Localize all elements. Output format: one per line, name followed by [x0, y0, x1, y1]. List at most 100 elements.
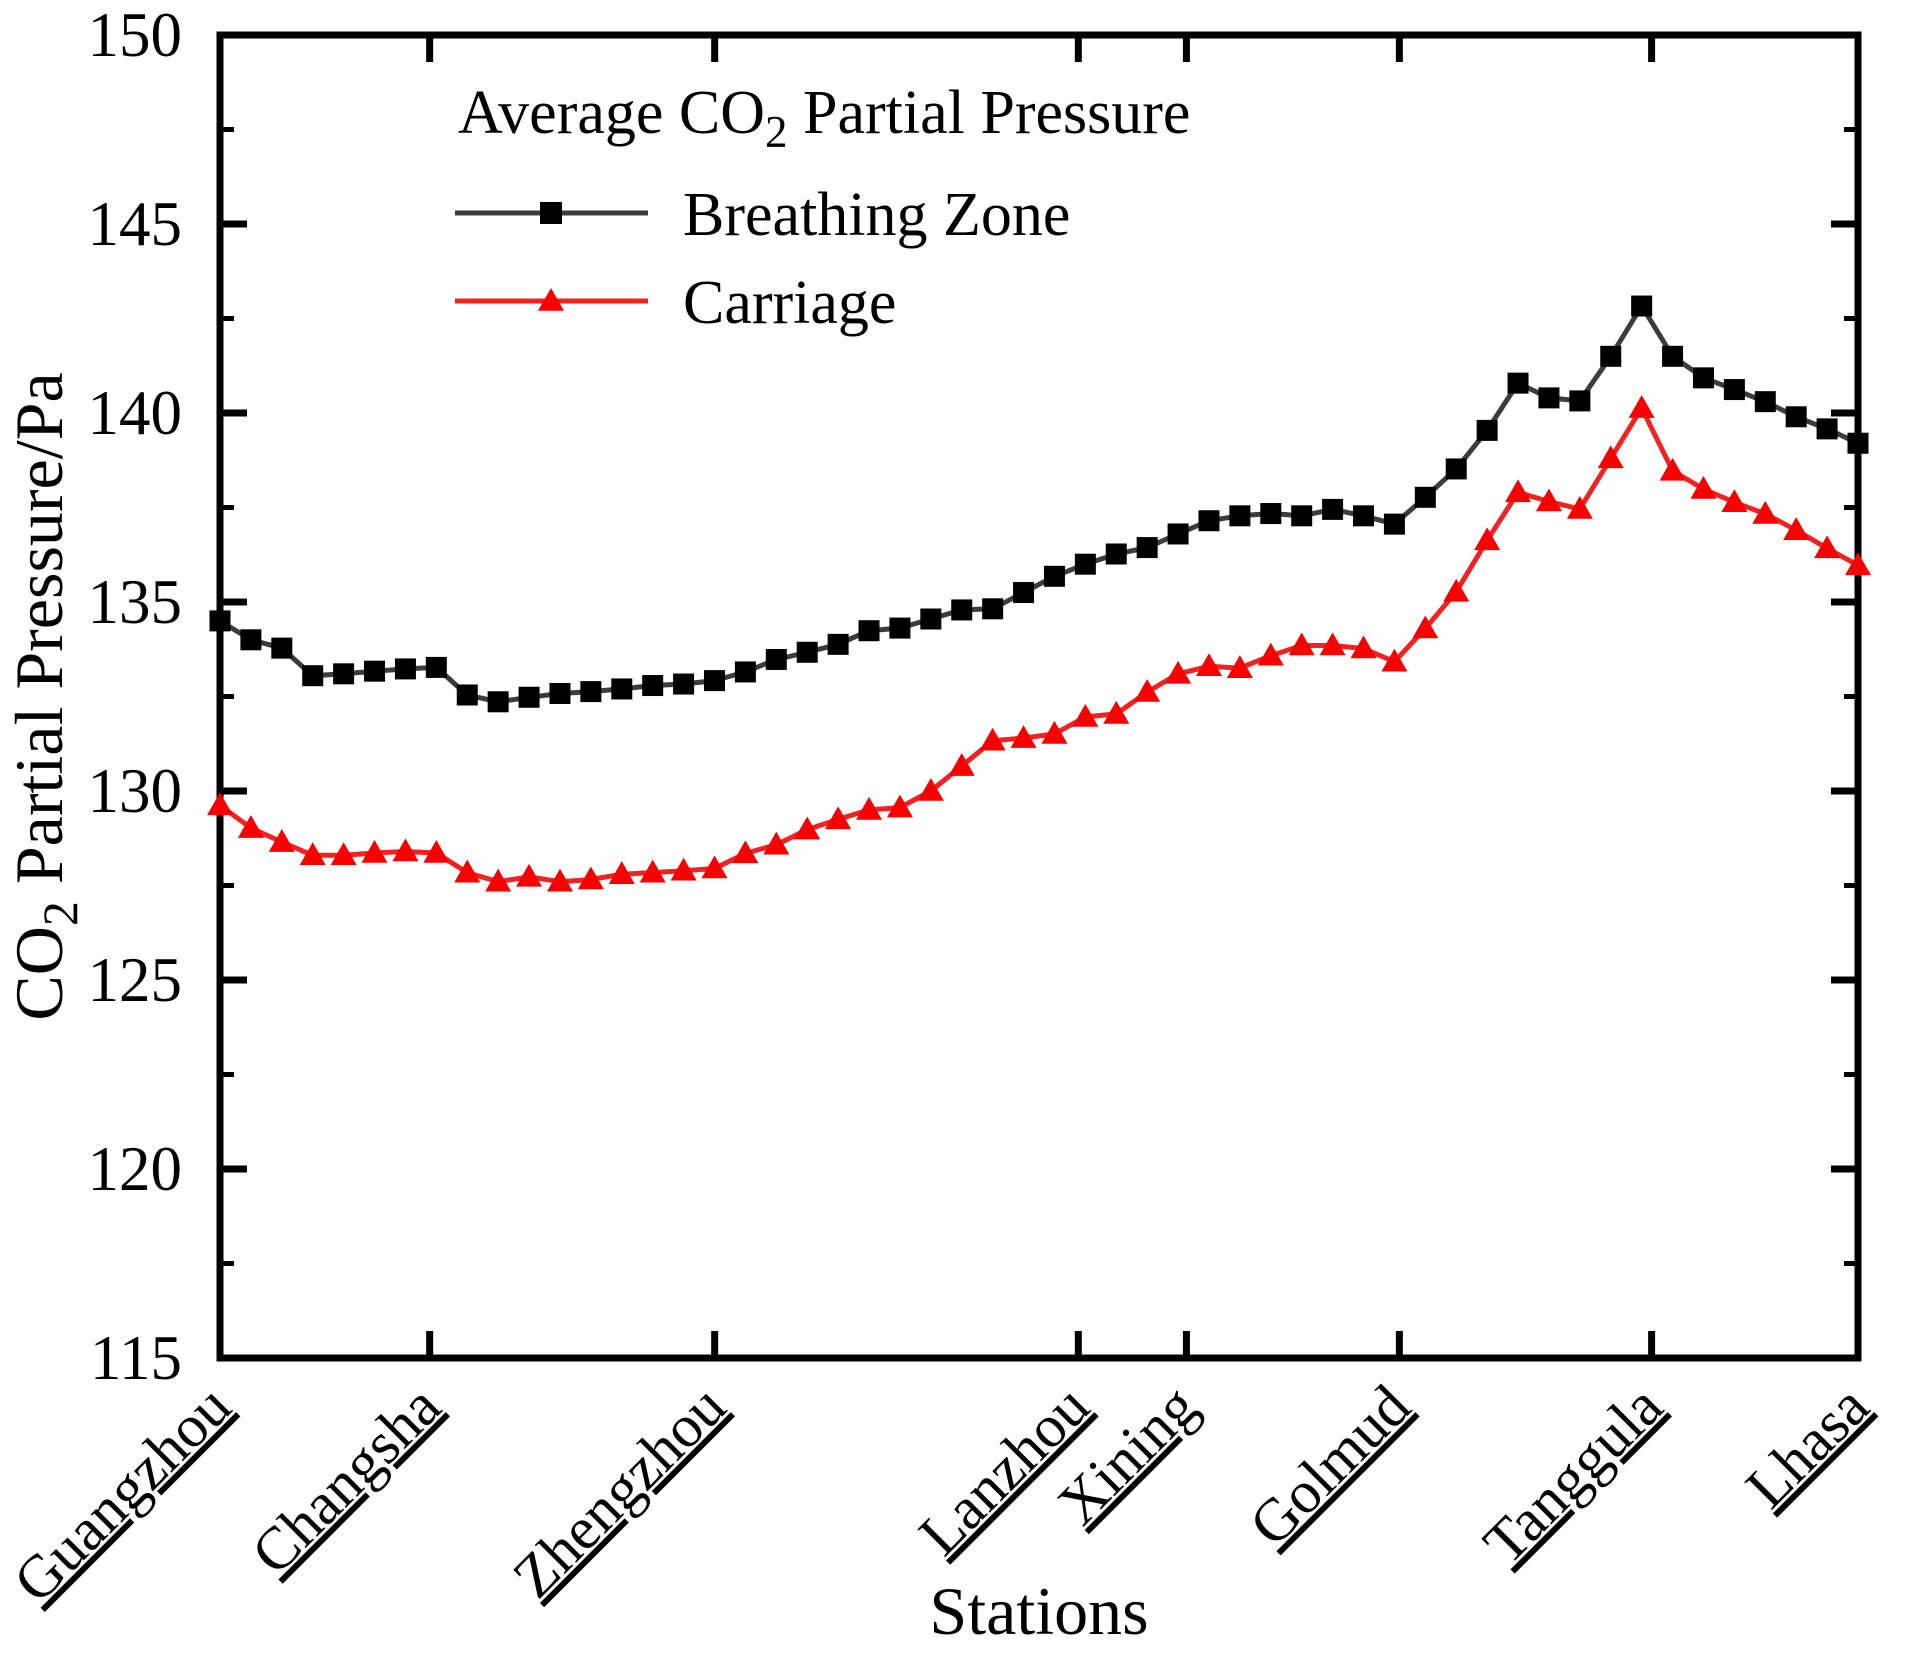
triangle-marker	[392, 838, 419, 862]
triangle-marker	[886, 794, 913, 818]
square-marker	[333, 663, 355, 685]
legend-entry-breathing-zone: Breathing Zone	[455, 181, 1070, 249]
triangle-marker	[1783, 517, 1810, 540]
triangle-marker	[917, 778, 944, 801]
square-marker	[642, 675, 664, 697]
legend-entry-label: Carriage	[683, 269, 896, 337]
square-marker	[209, 610, 231, 632]
triangle-marker	[1566, 496, 1593, 519]
square-marker	[1816, 418, 1838, 440]
square-marker	[487, 691, 509, 713]
legend-entry-carriage: Carriage	[455, 269, 896, 337]
triangle-marker	[1628, 395, 1655, 418]
triangle-marker	[454, 859, 481, 883]
x-axis-label: Stations	[929, 1573, 1148, 1649]
y-tick-label: 115	[90, 1323, 182, 1393]
triangle-marker	[1165, 660, 1192, 684]
square-marker	[1260, 503, 1282, 525]
triangle-marker	[1535, 488, 1562, 512]
square-marker	[1445, 458, 1467, 480]
square-marker	[611, 678, 633, 700]
y-tick-label: 120	[88, 1134, 183, 1204]
triangle-marker	[979, 727, 1006, 751]
triangle-marker	[1505, 479, 1532, 503]
triangle-marker	[423, 839, 450, 863]
legend-title: Average CO2 Partial Pressure	[458, 79, 1190, 157]
station-label: Guangzhou	[1, 1373, 243, 1615]
series-carriage	[207, 395, 1871, 892]
triangle-marker	[1381, 648, 1408, 672]
station-label: Lhasa	[1733, 1373, 1881, 1521]
triangle-marker	[268, 829, 295, 852]
square-marker	[1043, 565, 1065, 587]
triangle-marker	[1752, 500, 1779, 524]
triangle-marker	[1597, 445, 1624, 469]
square-marker	[302, 665, 324, 687]
triangle-marker	[1350, 635, 1377, 659]
square-marker	[734, 661, 756, 683]
triangle-marker	[207, 792, 233, 816]
square-marker	[1723, 379, 1745, 401]
triangle-marker	[1721, 489, 1748, 513]
triangle-marker	[1134, 678, 1161, 702]
square-marker	[1847, 432, 1869, 454]
square-marker	[1013, 582, 1035, 604]
square-marker	[1538, 387, 1560, 409]
triangle-marker	[1195, 653, 1222, 677]
y-tick-label: 145	[88, 189, 183, 259]
y-tick-label: 150	[88, 0, 183, 70]
square-marker	[240, 629, 262, 651]
square-marker	[1692, 367, 1714, 389]
triangle-marker	[856, 796, 883, 820]
triangle-marker	[825, 806, 852, 830]
square-marker	[580, 681, 602, 703]
series-breathing-zone	[209, 295, 1869, 713]
square-marker	[1136, 537, 1158, 559]
y-tick-label: 130	[88, 756, 183, 826]
square-marker	[1754, 391, 1776, 413]
square-marker	[518, 686, 540, 708]
triangle-marker	[1443, 578, 1470, 602]
square-marker	[765, 648, 787, 670]
triangle-marker	[1319, 632, 1346, 656]
y-tick-label: 140	[88, 378, 183, 448]
triangle-marker	[794, 816, 821, 840]
y-axis-label: CO2 Partial Pressure/Pa	[1, 372, 88, 1020]
triangle-marker	[577, 866, 604, 890]
triangle-marker	[485, 868, 512, 892]
plot-frame	[216, 31, 1862, 1362]
square-marker	[920, 608, 942, 630]
triangle-marker	[948, 753, 975, 776]
triangle-marker	[1072, 703, 1099, 727]
square-marker	[982, 598, 1004, 620]
square-marker	[1662, 345, 1684, 367]
triangle-marker	[1226, 655, 1253, 678]
triangle-marker	[361, 839, 388, 863]
triangle-marker	[701, 855, 728, 879]
square-marker	[1600, 345, 1622, 367]
triangle-marker	[1257, 642, 1284, 666]
square-marker	[364, 660, 386, 682]
square-marker	[394, 658, 416, 680]
square-marker	[271, 637, 293, 659]
square-marker	[1353, 505, 1375, 527]
station-label: Zhengzhou	[500, 1373, 738, 1611]
triangle-marker	[1474, 527, 1501, 551]
legend-entry-label: Breathing Zone	[683, 181, 1070, 249]
square-marker	[1631, 295, 1653, 317]
square-marker	[703, 670, 725, 692]
square-marker	[425, 656, 447, 678]
legend-triangle-marker	[538, 288, 564, 311]
triangle-marker	[299, 842, 326, 866]
triangle-marker	[732, 840, 759, 864]
square-marker	[951, 599, 973, 621]
square-marker	[827, 633, 849, 655]
triangle-marker	[1814, 535, 1841, 559]
series-line	[218, 405, 1860, 885]
square-marker	[796, 641, 818, 663]
triangle-marker	[670, 857, 697, 881]
square-marker	[1198, 510, 1220, 532]
triangle-marker	[1412, 615, 1439, 639]
